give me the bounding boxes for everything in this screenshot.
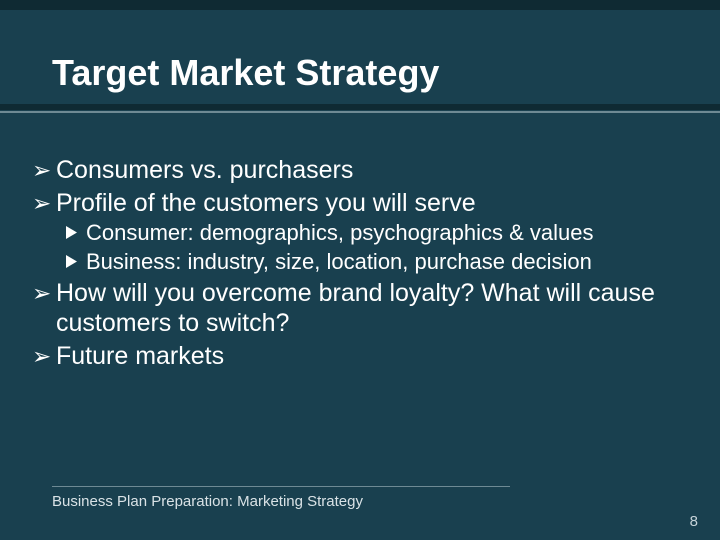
bullet-l1: ➢ Consumers vs. purchasers (32, 155, 692, 186)
chevron-right-icon: ➢ (32, 188, 56, 217)
slide: Target Market Strategy ➢ Consumers vs. p… (0, 0, 720, 540)
page-number: 8 (690, 513, 698, 530)
bullet-text: How will you overcome brand loyalty? Wha… (56, 278, 692, 339)
bullet-text: Consumers vs. purchasers (56, 155, 353, 186)
slide-title: Target Market Strategy (52, 52, 700, 94)
bullet-l1: ➢ How will you overcome brand loyalty? W… (32, 278, 692, 339)
accent-bar-top (0, 0, 720, 10)
chevron-right-icon: ➢ (32, 278, 56, 307)
bullet-text: Future markets (56, 341, 224, 372)
footer-separator (52, 486, 510, 487)
chevron-right-icon: ➢ (32, 341, 56, 370)
bullet-l2: Consumer: demographics, psychographics &… (66, 220, 692, 247)
bullet-l1: ➢ Future markets (32, 341, 692, 372)
title-separator (0, 104, 720, 113)
bullet-text: Consumer: demographics, psychographics &… (86, 220, 593, 247)
bullet-l2: Business: industry, size, location, purc… (66, 249, 692, 276)
title-region: Target Market Strategy (52, 52, 700, 94)
content-area: ➢ Consumers vs. purchasers ➢ Profile of … (32, 155, 692, 373)
bullet-text: Business: industry, size, location, purc… (86, 249, 592, 276)
chevron-right-icon: ➢ (32, 155, 56, 184)
triangle-right-icon (66, 249, 86, 268)
bullet-l1: ➢ Profile of the customers you will serv… (32, 188, 692, 219)
triangle-right-icon (66, 220, 86, 239)
bullet-text: Profile of the customers you will serve (56, 188, 476, 219)
footer-text: Business Plan Preparation: Marketing Str… (52, 493, 363, 510)
